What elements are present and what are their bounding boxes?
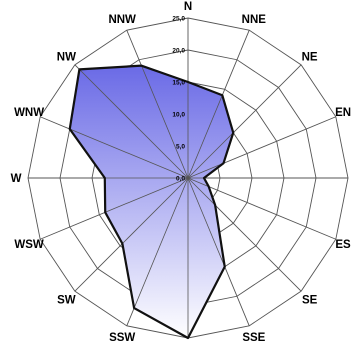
radial-tick-label: 10,0 bbox=[172, 112, 185, 119]
direction-label-nw: NW bbox=[57, 51, 76, 63]
grid-spoke bbox=[187, 177, 336, 240]
direction-label-ese: ESE bbox=[335, 239, 351, 251]
direction-label-sw: SW bbox=[57, 295, 76, 307]
inner-spoke bbox=[133, 177, 189, 309]
direction-label-nne: NNE bbox=[242, 14, 267, 26]
direction-label-nnw: NNW bbox=[108, 14, 136, 26]
series-area bbox=[69, 65, 234, 338]
series-layer bbox=[68, 64, 235, 340]
radial-tick-label: 20,0 bbox=[172, 48, 185, 55]
direction-label-ne: NE bbox=[302, 51, 318, 63]
radial-tick-label: 25,0 bbox=[172, 16, 185, 23]
direction-label-sse: SSE bbox=[242, 332, 265, 341]
inner-spoke bbox=[122, 177, 189, 244]
radial-tick-label: 0,0 bbox=[176, 176, 185, 183]
series-line bbox=[68, 64, 235, 340]
direction-label-n: N bbox=[184, 1, 192, 13]
radial-tick-label: 5,0 bbox=[176, 144, 185, 151]
inner-spoke bbox=[105, 177, 189, 213]
inner-spoke bbox=[187, 162, 224, 179]
inner-spoke bbox=[141, 65, 189, 179]
inner-spoke bbox=[187, 95, 223, 179]
inner-spoke bbox=[187, 132, 234, 179]
direction-label-w: W bbox=[11, 173, 22, 185]
radial-tick-labels: 0,0 5,0 10,0 15,0 20,0 25,0 bbox=[172, 16, 185, 183]
direction-label-wsw: WSW bbox=[14, 239, 44, 251]
radial-tick-label: 15,0 bbox=[172, 80, 185, 87]
direction-label-wnw: WNW bbox=[14, 107, 44, 119]
direction-label-ssw: SSW bbox=[109, 332, 135, 341]
inner-spoke bbox=[79, 69, 189, 179]
direction-label-se: SE bbox=[302, 295, 318, 307]
direction-label-ene: ENE bbox=[335, 107, 351, 119]
inner-spoke bbox=[187, 177, 226, 267]
inner-spoke bbox=[69, 128, 189, 179]
direction-labels: NNNENEENEEESESESSESSSWSWWSWWWNWNWNNW bbox=[11, 1, 351, 341]
inner-spoke bbox=[187, 177, 216, 206]
inner-spoke bbox=[187, 177, 209, 187]
